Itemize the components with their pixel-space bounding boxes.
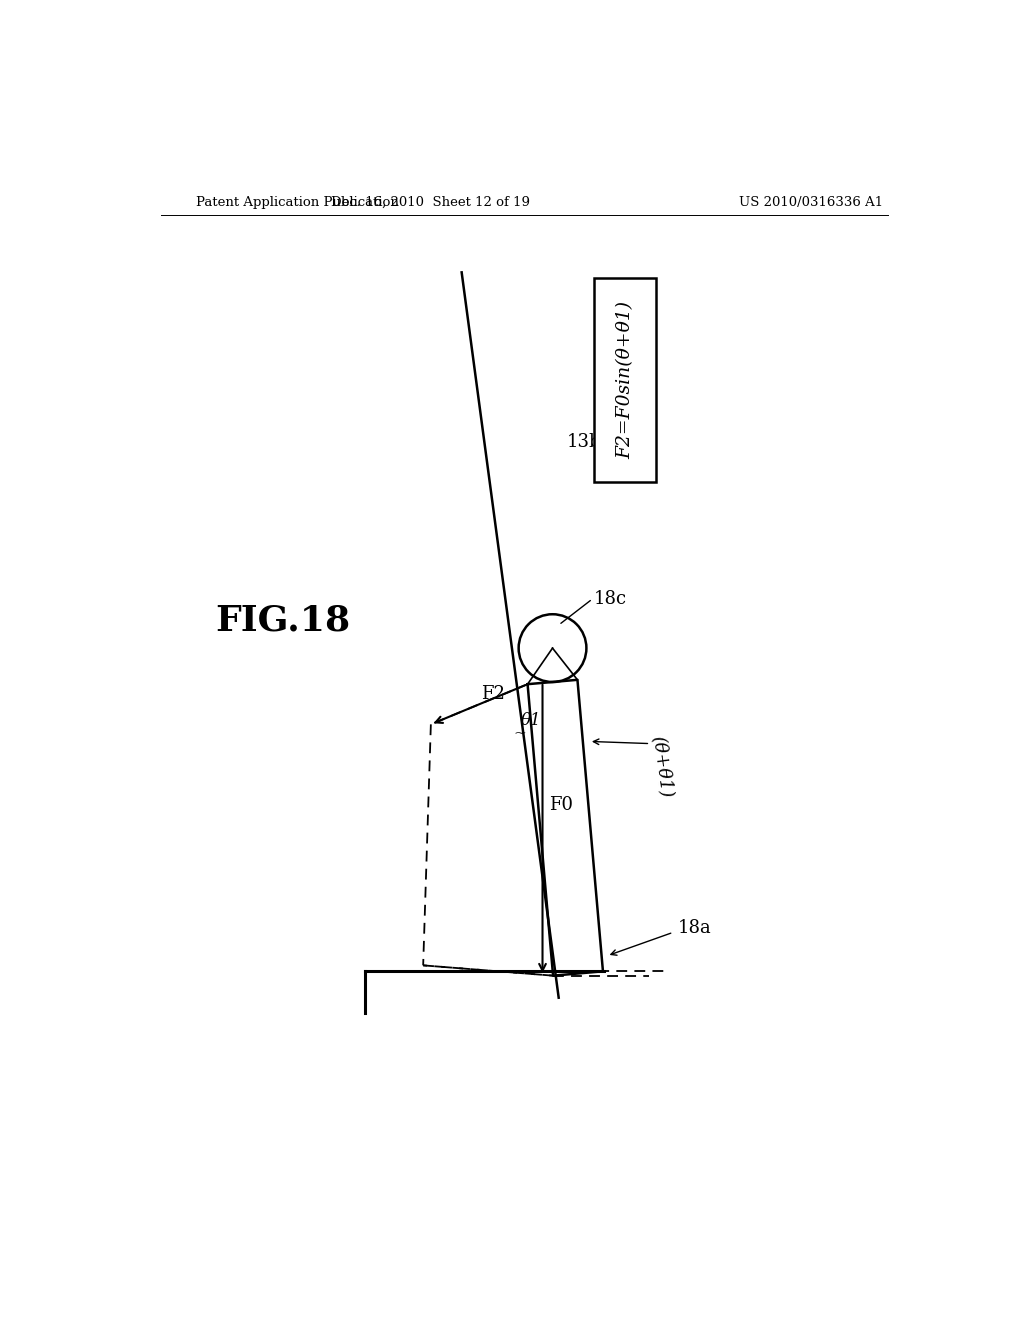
Text: F0: F0 — [549, 796, 572, 814]
Text: FIG.18: FIG.18 — [215, 603, 350, 638]
Text: Patent Application Publication: Patent Application Publication — [196, 195, 399, 209]
Text: 18c: 18c — [594, 590, 628, 607]
Text: 13b: 13b — [566, 433, 601, 450]
Bar — [594, 277, 655, 482]
Text: (θ+θ1): (θ+θ1) — [648, 734, 675, 799]
Text: US 2010/0316336 A1: US 2010/0316336 A1 — [739, 195, 883, 209]
Text: θ1: θ1 — [521, 711, 542, 729]
Text: F2: F2 — [481, 685, 505, 702]
Text: ~: ~ — [513, 727, 526, 742]
Text: 18a: 18a — [677, 920, 711, 937]
Text: F2=F0sin(θ+θ1): F2=F0sin(θ+θ1) — [615, 301, 634, 459]
Text: Dec. 16, 2010  Sheet 12 of 19: Dec. 16, 2010 Sheet 12 of 19 — [332, 195, 530, 209]
